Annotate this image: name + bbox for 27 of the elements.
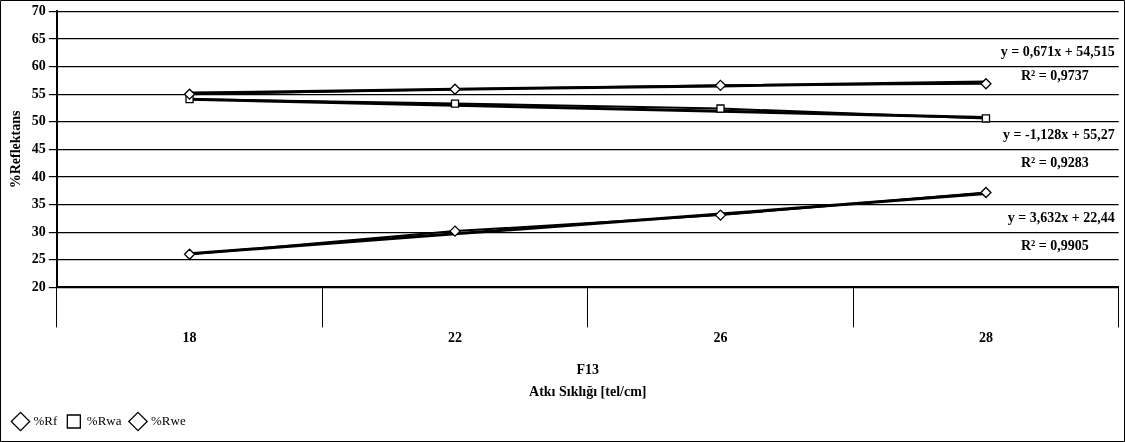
- x-axis-title: Atkı Sıklığı [tel/cm]: [529, 384, 647, 400]
- legend-label: %Rwa: [86, 412, 122, 428]
- y-tick-label: 35: [31, 196, 46, 212]
- annotation: R² = 0,9737: [1020, 68, 1089, 84]
- annotation: y = -1,128x + 55,27: [1003, 127, 1115, 143]
- y-tick-label: 45: [31, 141, 46, 157]
- y-tick-label: 60: [31, 58, 46, 74]
- legend-label: %Rwe: [150, 412, 186, 428]
- x-tick-label: 18: [182, 330, 197, 346]
- y-tick-label: 20: [31, 279, 46, 295]
- x-tick-label: 28: [978, 330, 993, 346]
- y-axis-title: %Reflektans: [8, 109, 24, 189]
- y-tick-label: 50: [31, 113, 46, 129]
- y-tick-label: 55: [31, 85, 46, 101]
- y-tick-label: 65: [31, 30, 46, 46]
- x-tick-label: 26: [713, 330, 728, 346]
- annotation: R² = 0,9905: [1020, 237, 1089, 253]
- annotation: R² = 0,9283: [1020, 154, 1089, 170]
- y-tick-label: 30: [31, 223, 46, 239]
- y-tick-label: 25: [31, 251, 46, 267]
- annotation: y = 3,632x + 22,44: [1007, 210, 1115, 226]
- y-tick-label: 70: [31, 3, 46, 19]
- x-tick-label: 22: [448, 330, 463, 346]
- annotation: y = 0,671x + 54,515: [1000, 44, 1115, 60]
- text: F13: [576, 361, 600, 377]
- legend-label: %Rf: [33, 412, 58, 428]
- y-tick-label: 40: [31, 168, 46, 184]
